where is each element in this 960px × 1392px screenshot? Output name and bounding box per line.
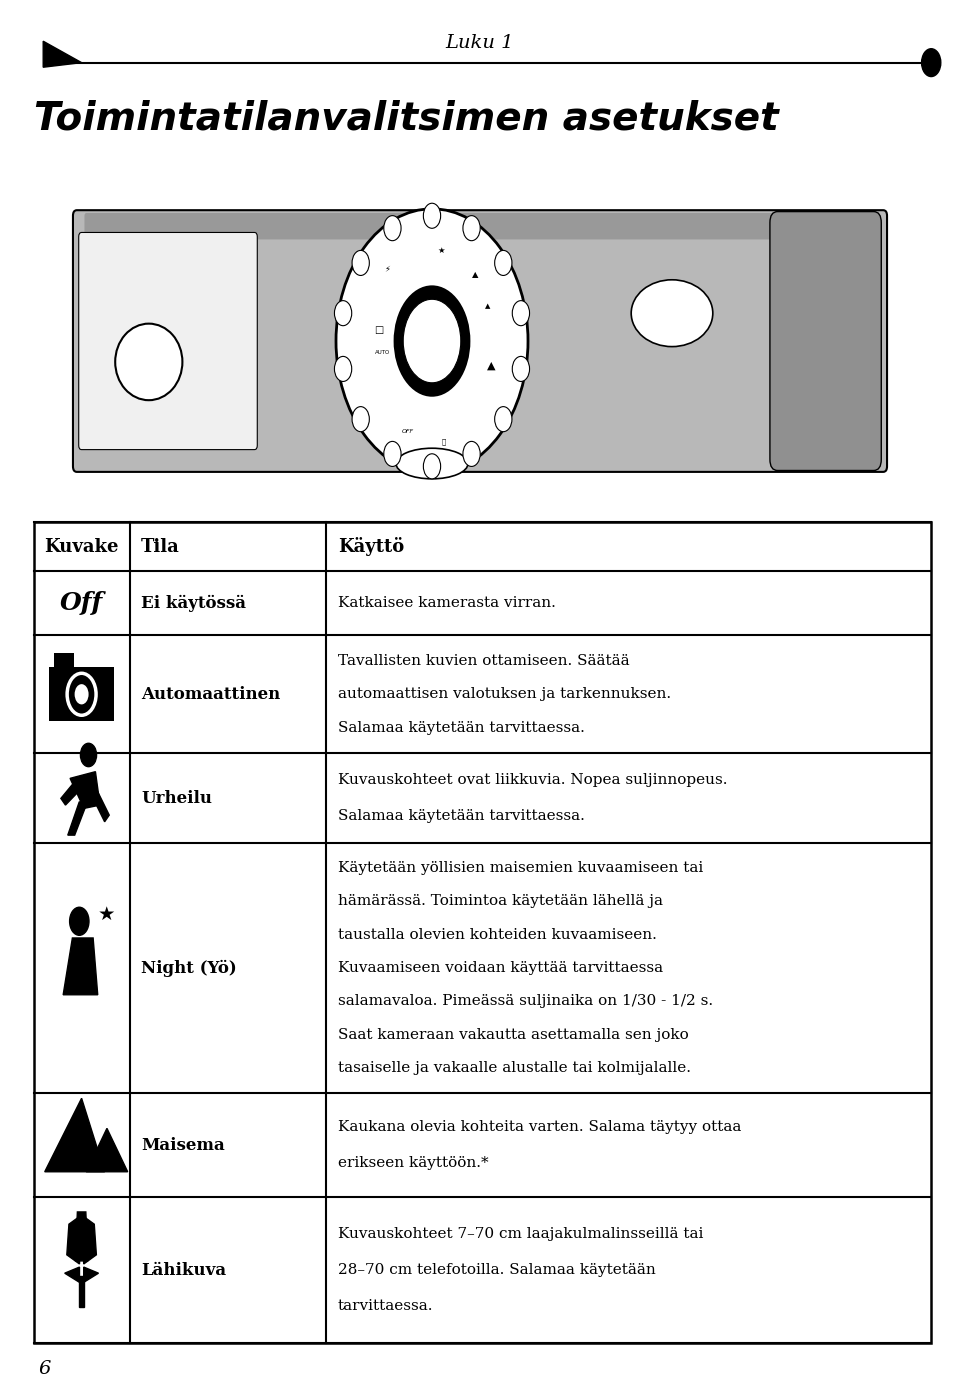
Text: Maisema: Maisema xyxy=(141,1136,225,1154)
Bar xyxy=(80,1276,84,1307)
Circle shape xyxy=(75,683,88,704)
Ellipse shape xyxy=(423,203,441,228)
Text: tasaiselle ja vakaalle alustalle tai kolmijalalle.: tasaiselle ja vakaalle alustalle tai kol… xyxy=(338,1061,691,1075)
Text: salamavaloa. Pimeässä suljinaika on 1/30 - 1/2 s.: salamavaloa. Pimeässä suljinaika on 1/30… xyxy=(338,994,713,1008)
Text: Kaukana olevia kohteita varten. Salama täytyy ottaa: Kaukana olevia kohteita varten. Salama t… xyxy=(338,1121,741,1134)
Ellipse shape xyxy=(334,356,351,381)
Ellipse shape xyxy=(632,280,712,347)
Polygon shape xyxy=(63,938,98,995)
Ellipse shape xyxy=(463,216,480,241)
Text: ▲: ▲ xyxy=(472,270,478,278)
Ellipse shape xyxy=(423,454,441,479)
Circle shape xyxy=(922,49,941,77)
Polygon shape xyxy=(60,782,82,805)
Text: Luku 1: Luku 1 xyxy=(445,35,515,52)
Text: ⬛: ⬛ xyxy=(442,438,445,444)
Polygon shape xyxy=(70,771,100,809)
Ellipse shape xyxy=(352,406,370,432)
Text: ★: ★ xyxy=(98,905,116,924)
Text: Kuvauskohteet ovat liikkuvia. Nopea suljinnopeus.: Kuvauskohteet ovat liikkuvia. Nopea sulj… xyxy=(338,773,728,788)
Text: Salamaa käytetään tarvittaessa.: Salamaa käytetään tarvittaessa. xyxy=(338,721,585,735)
Text: ▲: ▲ xyxy=(488,361,495,372)
Circle shape xyxy=(403,299,461,383)
Ellipse shape xyxy=(513,356,530,381)
Text: tarvittaessa.: tarvittaessa. xyxy=(338,1299,433,1313)
Text: OFF: OFF xyxy=(402,429,414,434)
FancyBboxPatch shape xyxy=(79,232,257,450)
Text: Urheilu: Urheilu xyxy=(141,789,212,806)
Text: Automaattinen: Automaattinen xyxy=(141,686,280,703)
Text: hämärässä. Toimintoa käytetään lähellä ja: hämärässä. Toimintoa käytetään lähellä j… xyxy=(338,894,663,909)
Text: AUTO: AUTO xyxy=(374,349,390,355)
Text: Käyttö: Käyttö xyxy=(338,537,404,555)
Text: taustalla olevien kohteiden kuvaamiseen.: taustalla olevien kohteiden kuvaamiseen. xyxy=(338,927,657,941)
Ellipse shape xyxy=(115,324,182,401)
Ellipse shape xyxy=(334,301,351,326)
Polygon shape xyxy=(75,1212,88,1261)
Ellipse shape xyxy=(384,216,401,241)
Polygon shape xyxy=(93,792,109,821)
Bar xyxy=(49,667,114,721)
Text: Off: Off xyxy=(60,592,104,615)
Text: Katkaisee kamerasta virran.: Katkaisee kamerasta virran. xyxy=(338,596,556,610)
Polygon shape xyxy=(86,1129,128,1172)
Ellipse shape xyxy=(396,448,468,479)
FancyBboxPatch shape xyxy=(84,213,876,239)
Polygon shape xyxy=(64,1267,80,1282)
Text: ⚡: ⚡ xyxy=(384,264,390,273)
Text: automaattisen valotuksen ja tarkennuksen.: automaattisen valotuksen ja tarkennuksen… xyxy=(338,688,671,702)
Text: Tila: Tila xyxy=(141,537,180,555)
Text: Käytetään yöllisien maisemien kuvaamiseen tai: Käytetään yöllisien maisemien kuvaamisee… xyxy=(338,862,703,876)
Circle shape xyxy=(70,908,89,935)
Text: Salamaa käytetään tarvittaessa.: Salamaa käytetään tarvittaessa. xyxy=(338,809,585,823)
Text: Kuvauskohteet 7–70 cm laajakulmalinsseillä tai: Kuvauskohteet 7–70 cm laajakulmalinsseil… xyxy=(338,1226,704,1240)
Ellipse shape xyxy=(352,251,370,276)
Ellipse shape xyxy=(494,406,512,432)
Text: 6: 6 xyxy=(38,1360,51,1378)
Polygon shape xyxy=(45,1098,105,1172)
Ellipse shape xyxy=(463,441,480,466)
Text: erikseen käyttöön.*: erikseen käyttöön.* xyxy=(338,1157,489,1171)
Polygon shape xyxy=(43,42,82,67)
Ellipse shape xyxy=(494,251,512,276)
FancyBboxPatch shape xyxy=(770,212,881,470)
Polygon shape xyxy=(82,1215,96,1264)
Text: Tavallisten kuvien ottamiseen. Säätää: Tavallisten kuvien ottamiseen. Säätää xyxy=(338,654,630,668)
Ellipse shape xyxy=(513,301,530,326)
Bar xyxy=(34,522,931,1343)
Text: ▲: ▲ xyxy=(485,303,491,309)
Polygon shape xyxy=(67,1215,82,1264)
Text: ★: ★ xyxy=(438,246,445,255)
Ellipse shape xyxy=(336,209,528,473)
Text: Toimintatilanvalitsimen asetukset: Toimintatilanvalitsimen asetukset xyxy=(34,99,779,138)
FancyBboxPatch shape xyxy=(73,210,887,472)
Bar xyxy=(54,653,74,667)
Circle shape xyxy=(67,674,96,715)
Text: Lähikuva: Lähikuva xyxy=(141,1261,227,1279)
Ellipse shape xyxy=(384,441,401,466)
Text: 28–70 cm telefotoilla. Salamaa käytetään: 28–70 cm telefotoilla. Salamaa käytetään xyxy=(338,1263,656,1276)
Text: Saat kameraan vakautta asettamalla sen joko: Saat kameraan vakautta asettamalla sen j… xyxy=(338,1027,688,1041)
Polygon shape xyxy=(68,802,86,835)
Circle shape xyxy=(81,743,97,767)
Text: Ei käytössä: Ei käytössä xyxy=(141,594,246,611)
Text: Kuvake: Kuvake xyxy=(44,537,119,555)
Text: □: □ xyxy=(374,324,384,335)
Circle shape xyxy=(394,285,470,397)
Text: Night (Yö): Night (Yö) xyxy=(141,959,237,977)
Text: Kuvaamiseen voidaan käyttää tarvittaessa: Kuvaamiseen voidaan käyttää tarvittaessa xyxy=(338,960,663,974)
Polygon shape xyxy=(84,1267,99,1282)
